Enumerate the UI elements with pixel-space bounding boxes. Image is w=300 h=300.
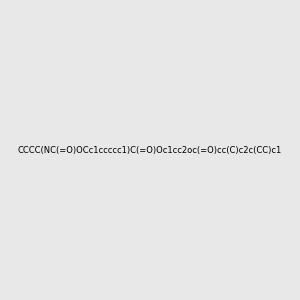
Text: CCCC(NC(=O)OCc1ccccc1)C(=O)Oc1cc2oc(=O)cc(C)c2c(CC)c1: CCCC(NC(=O)OCc1ccccc1)C(=O)Oc1cc2oc(=O)c… (18, 146, 282, 154)
